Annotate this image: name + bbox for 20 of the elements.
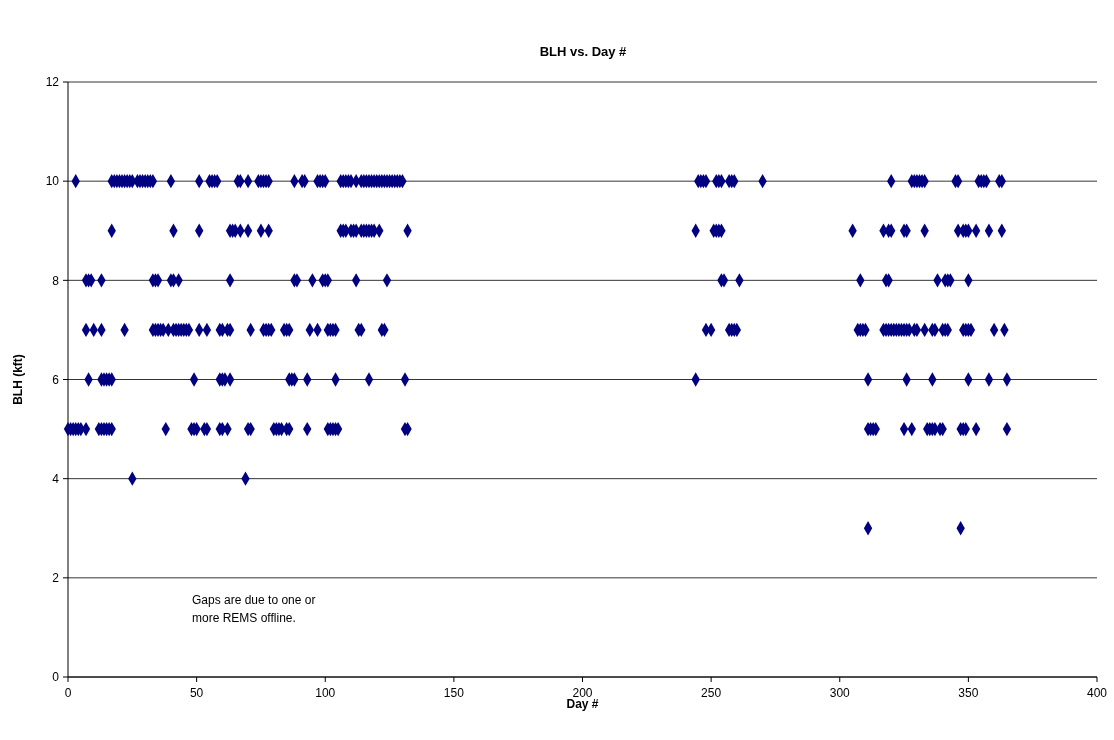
x-tick-label: 250 xyxy=(701,686,722,700)
annotation: Gaps are due to one or more REMS offline. xyxy=(192,593,316,625)
y-tick-label: 2 xyxy=(52,571,60,586)
chart-title: BLH vs. Day # xyxy=(539,44,628,59)
y-tick-label: 12 xyxy=(45,75,60,90)
y-axis-title: BLH (kft) xyxy=(11,354,25,405)
x-axis-title: Day # xyxy=(566,697,599,711)
y-tick-label: 8 xyxy=(52,273,60,288)
y-tick-label: 4 xyxy=(52,471,60,486)
x-tick-label: 100 xyxy=(315,686,336,700)
x-tick-label: 400 xyxy=(1086,686,1108,700)
x-tick-label: 350 xyxy=(958,686,979,700)
y-tick-label: 0 xyxy=(52,670,60,685)
x-tick-label: 200 xyxy=(572,686,593,700)
x-tick-label: 0 xyxy=(64,686,72,700)
x-tick-label: 300 xyxy=(829,686,851,700)
x-tick-label: 50 xyxy=(189,686,204,700)
y-tick-label: 10 xyxy=(45,174,60,189)
x-tick-label: 150 xyxy=(443,686,465,700)
y-tick-label: 6 xyxy=(52,372,60,387)
